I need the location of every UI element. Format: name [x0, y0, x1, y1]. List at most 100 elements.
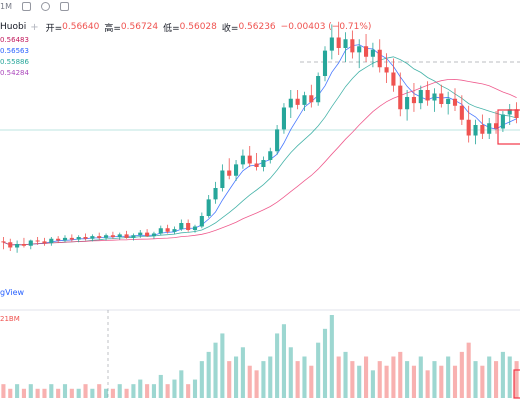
candle-body [405, 97, 410, 110]
candle-body [220, 170, 225, 188]
low-label: 低= [163, 23, 180, 34]
candle-body [172, 229, 177, 232]
camera-icon[interactable] [41, 1, 50, 11]
candle-body [165, 228, 170, 232]
volume-bar [206, 351, 211, 398]
volume-bar [69, 388, 74, 398]
candle-body [42, 241, 47, 244]
candle-body [446, 98, 451, 104]
candle-body [377, 49, 382, 68]
candle-body [110, 235, 115, 237]
volume-bar [145, 384, 150, 398]
volume-bar [514, 361, 519, 398]
ma-value-4: 0.54284 [0, 69, 29, 77]
ma-value-1: 0.56483 [0, 36, 29, 44]
volume-bar [199, 361, 204, 398]
volume-bar [357, 365, 362, 398]
candle-body [466, 119, 471, 136]
volume-bar [227, 361, 232, 398]
volume-bar [398, 351, 403, 398]
volume-bar [254, 370, 259, 398]
candle-body [49, 238, 54, 244]
volume-bar [90, 388, 95, 398]
volume-bar [302, 356, 307, 398]
candle-body [281, 107, 286, 130]
candle-body [425, 90, 430, 101]
volume-bar [391, 356, 396, 398]
candle-body [391, 72, 396, 86]
volume-bar [329, 315, 334, 398]
candle-body [62, 237, 68, 241]
volume-bar [439, 365, 444, 398]
candle-body [199, 216, 204, 227]
candle-body [247, 155, 252, 164]
candle-body [240, 155, 245, 165]
candle-body [350, 39, 355, 53]
ma-fast-line [3, 44, 517, 246]
candle-body [76, 237, 81, 240]
candle-body [192, 226, 198, 230]
volume-bar [240, 347, 245, 398]
close-label: 收= [221, 23, 239, 34]
volume-bar [131, 384, 136, 398]
candle-body [138, 232, 143, 236]
volume-bar [42, 388, 47, 398]
candle-body [302, 95, 307, 105]
volume-bar [97, 384, 102, 398]
candle-body [28, 240, 33, 246]
volume-bar [28, 384, 33, 398]
highlight-box [497, 109, 520, 145]
candle-body [227, 170, 232, 176]
open-value: 0.56640 [62, 22, 100, 32]
volume-label: 21BM [0, 315, 20, 323]
volume-bar [309, 365, 314, 398]
candle-body [418, 90, 423, 104]
candle-body [295, 98, 300, 105]
volume-bar [281, 324, 286, 398]
volume-bar [192, 379, 198, 398]
volume-bar [507, 356, 512, 398]
volume-bar [473, 361, 478, 398]
candle-body [336, 37, 341, 48]
volume-bar [446, 356, 451, 398]
candle-body [261, 160, 266, 167]
candle-body [15, 244, 20, 248]
candle-body [56, 238, 61, 241]
candle-body [35, 240, 40, 242]
volume-bar [15, 384, 20, 398]
volume-bar [452, 365, 458, 398]
volume-bar [172, 379, 177, 398]
volume-bar [165, 384, 170, 398]
volume-bar [480, 365, 485, 398]
candle-body [473, 125, 478, 136]
indicator-icon[interactable] [22, 1, 31, 11]
timeframe-button[interactable]: 1M [0, 1, 12, 11]
candle-body [254, 163, 259, 167]
candle-body [1, 241, 6, 243]
add-symbol-icon[interactable]: + [30, 21, 39, 33]
settings-icon[interactable] [60, 1, 69, 11]
volume-bar [83, 384, 88, 398]
volume-bar [487, 356, 492, 398]
candle-body [316, 76, 321, 103]
close-value: 0.56236 [238, 22, 276, 32]
volume-bar [350, 361, 355, 398]
symbol-name[interactable]: Huobi [0, 22, 27, 32]
candle-body [8, 242, 13, 248]
volume-bar [370, 370, 375, 398]
low-value: 0.56028 [179, 22, 217, 32]
candle-body [500, 114, 505, 129]
tradingview-watermark: gView [0, 288, 25, 297]
candle-body [83, 237, 88, 239]
volume-bar [186, 384, 191, 398]
volume-bar [459, 351, 464, 398]
candle-body [309, 95, 314, 103]
volume-bar [76, 388, 81, 398]
volume-bar [261, 361, 266, 398]
candle-body [357, 46, 362, 53]
high-value: 0.56724 [120, 22, 159, 32]
candle-body [186, 223, 191, 230]
ma-slow-line [3, 78, 517, 246]
